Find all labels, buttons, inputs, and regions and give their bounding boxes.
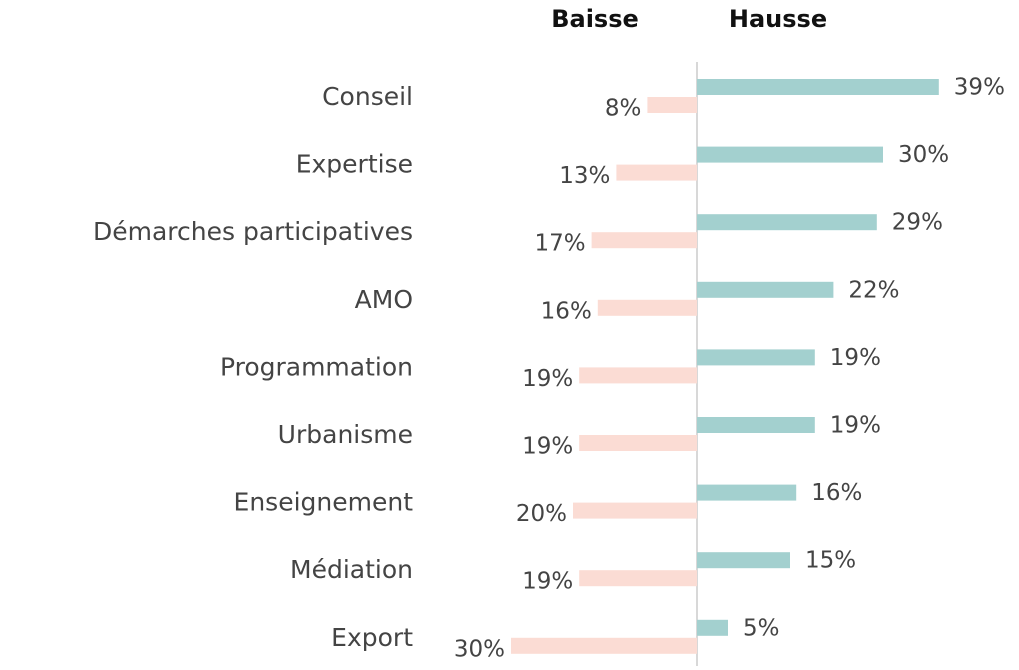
bar-hausse <box>697 79 939 95</box>
bar-hausse <box>697 552 790 569</box>
bar-baisse <box>597 299 697 316</box>
value-label: 5% <box>743 615 780 641</box>
bar-baisse <box>579 435 697 451</box>
bar-hausse <box>697 484 797 501</box>
bar-hausse <box>697 146 883 163</box>
bar-baisse <box>616 164 697 181</box>
value-label: 19% <box>522 434 573 460</box>
bar-baisse <box>579 367 697 384</box>
category-label: Enseignement <box>234 488 414 517</box>
value-label: 16% <box>811 480 862 506</box>
value-label: 17% <box>534 231 585 257</box>
value-label: 30% <box>898 142 949 168</box>
value-label: 16% <box>541 298 592 324</box>
bar-hausse <box>697 417 815 433</box>
series-header: Hausse <box>729 5 827 33</box>
category-label: AMO <box>355 285 413 314</box>
value-label: 19% <box>522 366 573 392</box>
bar-baisse <box>647 97 697 113</box>
category-label: Export <box>331 623 413 652</box>
bar-baisse <box>579 570 697 587</box>
value-label: 30% <box>454 636 505 662</box>
value-label: 29% <box>892 210 943 236</box>
category-label: Conseil <box>322 82 413 111</box>
value-label: 20% <box>516 501 567 527</box>
value-label: 19% <box>830 345 881 371</box>
category-label: Expertise <box>296 150 413 179</box>
category-label: Programmation <box>220 352 413 381</box>
bar-hausse <box>697 281 834 298</box>
bar-hausse <box>697 349 815 366</box>
bar-hausse <box>697 619 728 636</box>
value-label: 8% <box>605 96 642 122</box>
category-label: Démarches participatives <box>93 217 413 246</box>
category-label: Médiation <box>290 555 413 584</box>
bar-baisse <box>573 502 697 519</box>
category-label: Urbanisme <box>278 420 413 449</box>
value-label: 15% <box>805 548 856 574</box>
series-header: Baisse <box>551 5 639 33</box>
bar-baisse <box>591 232 697 249</box>
bar-baisse <box>511 637 697 654</box>
value-label: 19% <box>830 413 881 439</box>
bar-hausse <box>697 214 877 231</box>
value-label: 19% <box>522 569 573 595</box>
value-label: 39% <box>954 75 1005 101</box>
value-label: 13% <box>559 163 610 189</box>
value-label: 22% <box>848 277 899 303</box>
